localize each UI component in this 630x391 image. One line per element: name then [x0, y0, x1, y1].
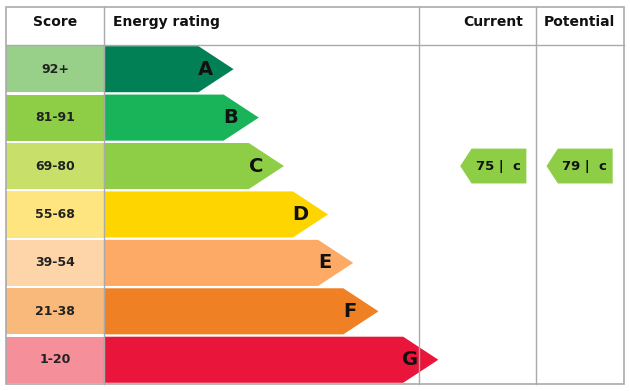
- Text: B: B: [223, 108, 238, 127]
- Text: 81-91: 81-91: [35, 111, 75, 124]
- Bar: [6, 143, 104, 189]
- Text: 1-20: 1-20: [40, 353, 71, 366]
- Bar: [6, 240, 104, 286]
- Text: E: E: [319, 253, 332, 273]
- Polygon shape: [104, 95, 259, 141]
- Bar: [6, 192, 104, 237]
- Text: 75 |  c: 75 | c: [476, 160, 521, 172]
- Text: C: C: [249, 156, 263, 176]
- Text: 21-38: 21-38: [35, 305, 75, 318]
- Text: 79 |  c: 79 | c: [562, 160, 607, 172]
- Text: 92+: 92+: [41, 63, 69, 76]
- Bar: [6, 95, 104, 141]
- Text: F: F: [344, 302, 357, 321]
- Text: 39-54: 39-54: [35, 256, 75, 269]
- Polygon shape: [104, 192, 328, 237]
- Polygon shape: [104, 337, 438, 383]
- Polygon shape: [104, 46, 234, 92]
- Polygon shape: [460, 149, 527, 183]
- Polygon shape: [546, 149, 613, 183]
- Polygon shape: [104, 240, 353, 286]
- Text: G: G: [402, 350, 418, 369]
- Bar: [6, 288, 104, 334]
- Text: 55-68: 55-68: [35, 208, 75, 221]
- Text: Score: Score: [33, 16, 77, 29]
- Polygon shape: [104, 288, 379, 334]
- Bar: [6, 46, 104, 92]
- Text: D: D: [292, 205, 308, 224]
- Text: Potential: Potential: [544, 16, 616, 29]
- Bar: [6, 337, 104, 383]
- Text: A: A: [198, 60, 213, 79]
- Text: Energy rating: Energy rating: [113, 16, 220, 29]
- Text: 69-80: 69-80: [35, 160, 75, 172]
- Text: Current: Current: [463, 16, 524, 29]
- Polygon shape: [104, 143, 284, 189]
